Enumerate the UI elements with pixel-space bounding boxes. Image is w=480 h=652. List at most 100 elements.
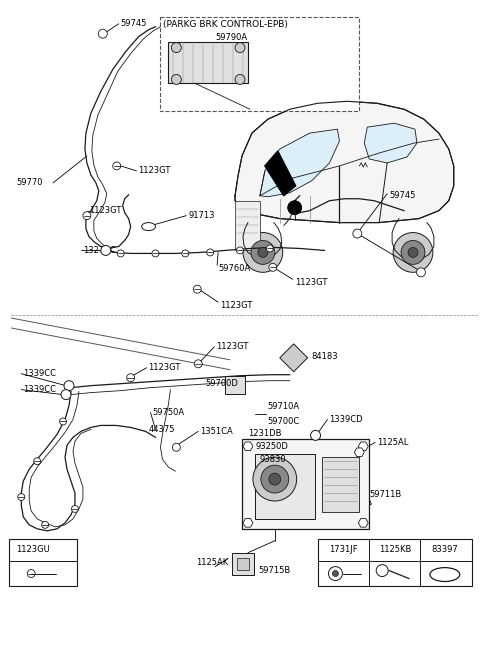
Circle shape xyxy=(237,247,243,254)
Circle shape xyxy=(253,457,297,501)
Ellipse shape xyxy=(430,568,460,582)
Circle shape xyxy=(243,233,283,273)
Circle shape xyxy=(113,162,120,170)
Bar xyxy=(242,439,369,529)
Text: 59700C: 59700C xyxy=(268,417,300,426)
Text: 59790A: 59790A xyxy=(215,33,247,42)
Polygon shape xyxy=(243,442,253,451)
Circle shape xyxy=(235,42,245,53)
Text: 1125AL: 1125AL xyxy=(377,438,408,447)
Polygon shape xyxy=(354,448,364,456)
Text: 1339CC: 1339CC xyxy=(23,369,56,378)
Circle shape xyxy=(18,494,25,501)
Circle shape xyxy=(171,42,181,53)
Circle shape xyxy=(269,263,277,271)
Text: 1327AC: 1327AC xyxy=(83,246,116,255)
Bar xyxy=(225,376,245,394)
Circle shape xyxy=(101,245,111,256)
Circle shape xyxy=(83,212,91,220)
Text: 1123GT: 1123GT xyxy=(220,301,252,310)
Circle shape xyxy=(376,565,388,576)
Circle shape xyxy=(353,229,362,238)
Circle shape xyxy=(261,465,288,493)
Text: 84183: 84183 xyxy=(312,352,338,361)
Circle shape xyxy=(333,570,338,576)
Text: 1123GT: 1123GT xyxy=(216,342,249,351)
Polygon shape xyxy=(358,442,368,451)
Circle shape xyxy=(98,29,107,38)
Text: 1125KB: 1125KB xyxy=(379,545,411,554)
Text: 1123GT: 1123GT xyxy=(89,206,121,215)
Bar xyxy=(255,454,314,519)
Polygon shape xyxy=(260,129,339,197)
Polygon shape xyxy=(265,151,296,196)
Text: 1125AK: 1125AK xyxy=(196,558,228,567)
Bar xyxy=(237,557,249,570)
Polygon shape xyxy=(243,518,253,527)
Bar xyxy=(232,553,254,574)
Circle shape xyxy=(235,74,245,84)
Circle shape xyxy=(172,443,180,451)
Circle shape xyxy=(152,250,159,257)
Circle shape xyxy=(258,248,268,258)
Bar xyxy=(160,17,360,111)
Text: 59760A: 59760A xyxy=(218,264,251,273)
Circle shape xyxy=(72,505,78,512)
Circle shape xyxy=(42,522,48,528)
Bar xyxy=(168,42,248,83)
Text: 59711B: 59711B xyxy=(369,490,401,499)
Text: (PARKG BRK CONTROL-EPB): (PARKG BRK CONTROL-EPB) xyxy=(164,20,288,29)
Text: 1123GU: 1123GU xyxy=(16,545,50,554)
Bar xyxy=(235,201,260,250)
Text: 59710A: 59710A xyxy=(268,402,300,411)
Text: 1231DB: 1231DB xyxy=(248,429,281,438)
Text: 59770: 59770 xyxy=(16,179,43,187)
Circle shape xyxy=(207,249,214,256)
Circle shape xyxy=(27,570,35,578)
Polygon shape xyxy=(358,518,368,527)
Circle shape xyxy=(193,285,201,293)
Circle shape xyxy=(311,430,321,440)
Polygon shape xyxy=(280,344,308,372)
Text: 1339CC: 1339CC xyxy=(23,385,56,394)
Text: 59745: 59745 xyxy=(120,20,147,28)
Text: 59700D: 59700D xyxy=(205,379,238,388)
Text: 83397: 83397 xyxy=(432,545,458,554)
Circle shape xyxy=(182,250,189,257)
Circle shape xyxy=(251,241,275,264)
Polygon shape xyxy=(364,123,417,163)
Circle shape xyxy=(61,390,71,400)
Ellipse shape xyxy=(142,222,156,231)
Circle shape xyxy=(408,248,418,258)
Circle shape xyxy=(269,473,281,485)
Text: 59745: 59745 xyxy=(389,191,416,200)
Text: 1351CA: 1351CA xyxy=(200,427,233,436)
Text: 93830: 93830 xyxy=(260,454,287,464)
Text: 1123GT: 1123GT xyxy=(139,166,171,175)
Text: 59750A: 59750A xyxy=(153,408,185,417)
Ellipse shape xyxy=(435,572,455,578)
Circle shape xyxy=(266,245,273,252)
Circle shape xyxy=(393,233,433,273)
Circle shape xyxy=(34,458,41,465)
Text: 91713: 91713 xyxy=(188,211,215,220)
Text: 1731JF: 1731JF xyxy=(329,545,358,554)
Text: 1123GT: 1123GT xyxy=(148,363,181,372)
Text: 1339CD: 1339CD xyxy=(329,415,363,424)
Circle shape xyxy=(117,250,124,257)
Circle shape xyxy=(60,418,67,425)
Polygon shape xyxy=(235,101,454,222)
Circle shape xyxy=(401,241,425,264)
Bar xyxy=(318,539,472,587)
Circle shape xyxy=(288,201,301,215)
Circle shape xyxy=(171,74,181,84)
Text: 1123GT: 1123GT xyxy=(295,278,327,287)
Circle shape xyxy=(64,381,74,391)
Circle shape xyxy=(127,374,134,381)
Text: 93250D: 93250D xyxy=(256,442,289,451)
Text: 59715B: 59715B xyxy=(258,566,290,575)
Circle shape xyxy=(417,268,425,277)
Bar xyxy=(322,457,360,512)
Circle shape xyxy=(328,567,342,580)
Circle shape xyxy=(194,360,202,368)
